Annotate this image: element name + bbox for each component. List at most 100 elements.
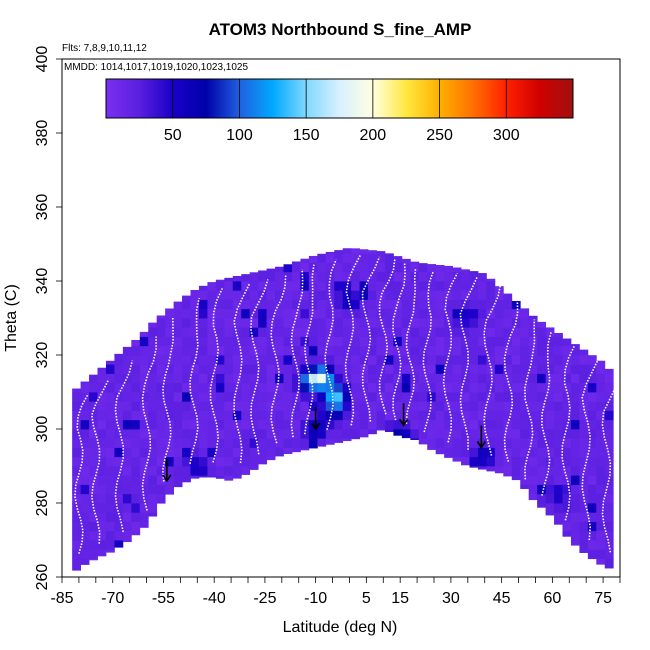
heatmap-cell: [587, 540, 597, 550]
heatmap-cell: [232, 290, 242, 300]
heatmap-cell: [198, 429, 208, 439]
heatmap-cell: [325, 364, 335, 374]
heatmap-cell: [215, 429, 225, 439]
heatmap-cell: [528, 401, 538, 411]
heatmap-cell: [486, 318, 496, 328]
heatmap-cell: [207, 336, 217, 347]
heatmap-cell: [80, 530, 90, 541]
heatmap-cell: [241, 318, 251, 328]
heatmap-cell: [258, 355, 267, 365]
heatmap-cell: [596, 456, 606, 467]
heatmap-cell: [528, 438, 538, 448]
heatmap-cell: [300, 401, 310, 411]
heatmap-cell: [452, 364, 462, 374]
heatmap-cell: [604, 521, 614, 532]
heatmap-cell: [461, 429, 470, 439]
heatmap-cell: [114, 456, 124, 467]
x-axis: -85 -70 -55 -40 -25 -10 5 15 30 45 60 75: [50, 577, 621, 607]
heatmap-cell: [97, 392, 107, 402]
heatmap-cell: [494, 382, 504, 393]
heatmap-cell: [165, 308, 174, 310]
heatmap-cell: [291, 429, 301, 439]
heatmap-cell: [393, 262, 403, 273]
heatmap-cell: [528, 318, 538, 328]
heatmap-cell: [587, 530, 597, 541]
heatmap-cell: [351, 327, 360, 337]
heatmap-cell: [351, 290, 360, 300]
heatmap-cell: [587, 364, 597, 374]
heatmap-cell: [207, 475, 217, 478]
heatmap-cell: [596, 484, 606, 495]
heatmap-cell: [359, 327, 369, 337]
heatmap-cell: [105, 410, 115, 421]
heatmap-cell: [325, 355, 335, 365]
heatmap-cell: [300, 327, 310, 337]
heatmap-cell: [368, 419, 377, 430]
heatmap-cell: [190, 373, 200, 384]
heatmap-cell: [604, 484, 614, 495]
x-tick-label: -70: [101, 590, 124, 607]
heatmap-cell: [182, 382, 191, 393]
heatmap-cell: [97, 530, 107, 541]
heatmap-cell: [511, 466, 521, 476]
heatmap-cell: [72, 401, 81, 411]
heatmap-cell: [139, 401, 149, 411]
heatmap-cell: [554, 512, 563, 522]
heatmap-cell: [275, 318, 284, 328]
heatmap-cell: [604, 549, 614, 559]
heatmap-cell: [300, 392, 310, 402]
heatmap-cell: [275, 382, 284, 393]
heatmap-cell: [131, 382, 141, 393]
heatmap-cell: [131, 401, 141, 411]
heatmap-cell: [291, 345, 301, 356]
heatmap-cell: [114, 521, 124, 532]
heatmap-cell: [308, 392, 318, 402]
heatmap-cell: [224, 336, 234, 347]
heatmap-cell: [368, 401, 377, 411]
heatmap-cell: [477, 336, 487, 347]
heatmap-cell: [410, 281, 420, 291]
heatmap-cell: [410, 290, 420, 300]
heatmap-cell: [444, 456, 453, 458]
heatmap-cell: [97, 438, 107, 448]
heatmap-cell: [562, 466, 572, 476]
heatmap-cell: [190, 410, 200, 421]
flight-track: [524, 319, 536, 480]
heatmap-cell: [570, 344, 580, 347]
heatmap-cell: [165, 484, 174, 495]
heatmap-cell: [554, 429, 563, 439]
heatmap-cell: [570, 401, 580, 411]
heatmap-cell: [224, 475, 234, 481]
heatmap-cell: [368, 392, 377, 402]
heatmap-cell: [105, 475, 115, 485]
heatmap-cell: [351, 336, 360, 347]
heatmap-cell: [520, 484, 530, 489]
heatmap-cell: [528, 475, 538, 485]
heatmap-cell: [410, 308, 420, 319]
heatmap-cell: [554, 456, 563, 467]
heatmap-cell: [198, 401, 208, 411]
heatmap-cell: [114, 401, 124, 411]
heatmap-cell: [317, 281, 327, 291]
heatmap-cell: [334, 299, 344, 310]
heatmap-cell: [435, 308, 445, 319]
heatmap-cell: [494, 336, 504, 347]
heatmap-cell: [545, 475, 555, 485]
heatmap-cell: [342, 262, 352, 273]
heatmap-cell: [604, 512, 614, 522]
heatmap-cell: [545, 327, 555, 337]
heatmap-cell: [494, 466, 504, 474]
heatmap-cell: [384, 281, 394, 291]
heatmap-cell: [300, 355, 310, 365]
heatmap-cell: [342, 410, 352, 421]
heatmap-cell: [266, 364, 276, 374]
heatmap-cell: [182, 327, 191, 337]
heatmap-cell: [477, 419, 487, 430]
heatmap-cell: [554, 410, 563, 421]
heatmap-cell: [215, 327, 225, 337]
heatmap-cell: [511, 300, 521, 310]
heatmap-cell: [275, 373, 284, 384]
heatmap-cell: [80, 503, 90, 513]
heatmap-cell: [275, 299, 284, 310]
heatmap-cell: [131, 456, 141, 467]
